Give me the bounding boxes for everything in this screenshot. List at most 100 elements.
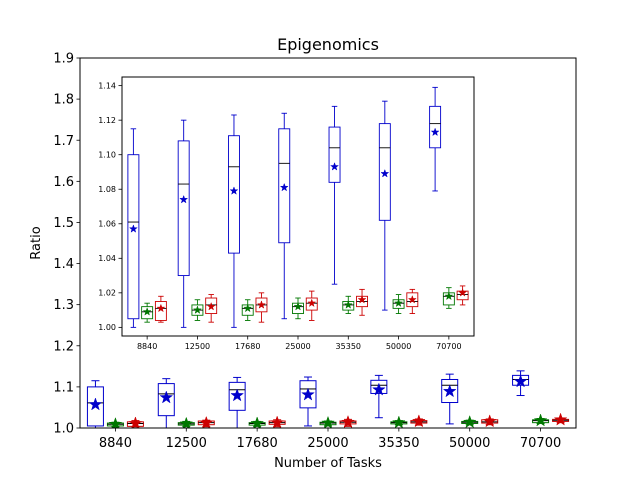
main-mean-marker <box>533 413 548 427</box>
main-x-tick-label: 50000 <box>449 436 490 451</box>
main-mean-marker <box>371 382 386 396</box>
inset-mean-marker <box>380 168 390 178</box>
main-box <box>228 381 246 411</box>
main-mean-marker <box>159 390 174 404</box>
main-mean-marker <box>230 388 245 402</box>
inset-plot-background <box>122 77 474 336</box>
inset-box <box>154 301 167 321</box>
inset-box <box>406 292 419 308</box>
inset-x-tick-label: 17680 <box>235 342 260 351</box>
main-y-tick-label: 1.1 <box>53 380 74 395</box>
main-mean-marker <box>199 415 214 428</box>
inset-box <box>177 140 190 277</box>
main-y-tick-label: 1.2 <box>53 339 74 354</box>
inset-y-tick-label: 1.04 <box>98 254 116 263</box>
main-mean-marker <box>482 414 497 428</box>
main-y-tick-label: 1.7 <box>53 134 74 149</box>
inset-y-tick-label: 1.02 <box>98 289 116 298</box>
main-mean-marker <box>341 414 355 428</box>
x-axis-label: Number of Tasks <box>274 456 382 471</box>
main-x-tick-label: 25000 <box>307 436 348 451</box>
inset-box <box>205 297 218 315</box>
inset-mean-marker <box>394 298 404 308</box>
inset-y-tick-label: 1.00 <box>98 323 116 332</box>
inset-mean-marker <box>256 300 266 309</box>
inset-y-tick-label: 1.08 <box>98 185 116 194</box>
inset-mean-marker <box>444 291 454 301</box>
main-mean-marker <box>513 374 528 388</box>
main-mean-marker <box>462 414 477 428</box>
main-box <box>157 383 175 417</box>
main-axes-frame <box>79 57 577 429</box>
inset-mean-marker <box>229 186 239 195</box>
main-y-tick-label: 1.8 <box>53 93 74 108</box>
inset-y-tick-label: 1.12 <box>98 116 116 125</box>
inset-mean-marker <box>357 294 367 304</box>
inset-box <box>141 306 154 320</box>
inset-box <box>127 154 140 320</box>
inset-box <box>305 297 318 311</box>
inset-box-group <box>127 86 469 328</box>
chart-title: Epigenomics <box>277 35 379 54</box>
main-mean-marker <box>270 415 285 428</box>
inset-mean-marker <box>192 305 202 314</box>
main-mean-marker <box>301 387 315 401</box>
inset-x-tick-label: 25000 <box>285 342 310 351</box>
main-y-tick-label: 1.5 <box>53 216 74 231</box>
inset-x-tick-label: 8840 <box>137 342 157 351</box>
inset-x-tick-label: 35350 <box>336 342 361 351</box>
inset-x-tick-label: 50000 <box>386 342 411 351</box>
main-mean-marker <box>179 416 194 428</box>
main-box-group <box>86 370 570 428</box>
main-mean-marker <box>553 412 568 426</box>
main-x-tick-label: 12500 <box>166 436 207 451</box>
main-x-tick-label: 17680 <box>236 436 277 451</box>
inset-mean-marker <box>293 301 303 311</box>
inset-box <box>378 123 391 221</box>
inset-y-tick-label: 1.14 <box>98 81 116 90</box>
main-y-tick-label: 1.6 <box>53 175 74 190</box>
inset-x-tick-label: 70700 <box>436 342 461 351</box>
main-y-tick-label: 1.9 <box>53 52 74 67</box>
inset-mean-marker <box>430 127 440 137</box>
main-box <box>370 379 388 394</box>
inset-mean-marker <box>128 224 138 233</box>
main-mean-marker <box>321 415 335 428</box>
main-mean-marker <box>88 397 103 411</box>
main-mean-marker <box>250 416 265 428</box>
inset-box <box>228 135 240 254</box>
main-mean-marker <box>128 416 143 428</box>
main-y-tick-label: 1.3 <box>53 298 74 313</box>
main-mean-marker <box>442 384 457 398</box>
main-mean-marker <box>411 414 426 428</box>
inset-axes-frame <box>121 76 475 337</box>
inset-x-tick-label: 12500 <box>185 342 210 351</box>
inset-plot-area: 1.00 1.02 1.04 1.06 1.08 1.10 1.12 1.14 8840 1250… <box>98 76 475 351</box>
inset-mean-marker <box>458 288 468 297</box>
inset-mean-marker <box>279 182 289 192</box>
inset-y-tick-label: 1.06 <box>98 220 116 229</box>
inset-mean-marker <box>343 300 353 309</box>
inset-box <box>328 126 341 183</box>
inset-box <box>429 105 442 149</box>
inset-mean-marker <box>407 294 417 304</box>
inset-box <box>278 128 291 244</box>
inset-mean-marker <box>307 298 317 308</box>
main-box <box>299 380 317 409</box>
y-axis-label: Ratio <box>29 226 44 259</box>
main-x-tick-label: 70700 <box>520 436 561 451</box>
main-x-tick-label: 8840 <box>99 436 132 451</box>
main-box <box>441 378 459 404</box>
inset-y-tick-label: 1.10 <box>98 151 116 160</box>
main-box <box>86 386 104 427</box>
inset-mean-marker <box>243 303 253 313</box>
inset-mean-marker <box>142 307 152 316</box>
main-x-tick-label: 35350 <box>378 436 419 451</box>
main-mean-marker <box>108 417 123 428</box>
main-y-tick-label: 1.0 <box>53 422 74 437</box>
main-mean-marker <box>391 415 406 428</box>
inset-mean-marker <box>179 194 189 204</box>
inset-mean-marker <box>330 162 340 171</box>
